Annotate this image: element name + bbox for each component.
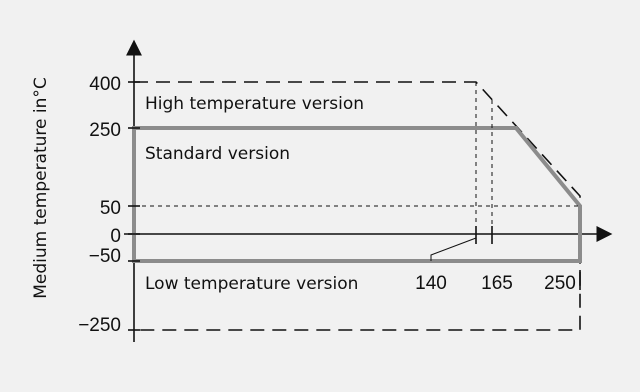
y-tick-label-50: 50 [100,198,121,219]
y-tick-label-0: 0 [110,226,121,247]
standard-boundary [132,126,582,263]
high-temperature-boundary [134,81,581,331]
region-label-low: Low temperature version [145,274,358,294]
y-tick-label-250: 250 [89,120,121,141]
y-tick-label-400: 400 [89,74,121,95]
region-label-standard: Standard version [145,144,290,164]
y-tick-label-neg50: −50 [89,246,121,267]
x-tick-label-250: 250 [544,273,576,294]
x-tick-label-140: 140 [415,273,447,294]
y-axis-title: Medium temperature in°C [31,77,51,299]
x-tick-label-165: 165 [481,273,513,294]
leader-line-140 [430,237,477,261]
y-tick-label-neg250: −250 [78,315,121,336]
region-label-high: High temperature version [145,94,364,114]
